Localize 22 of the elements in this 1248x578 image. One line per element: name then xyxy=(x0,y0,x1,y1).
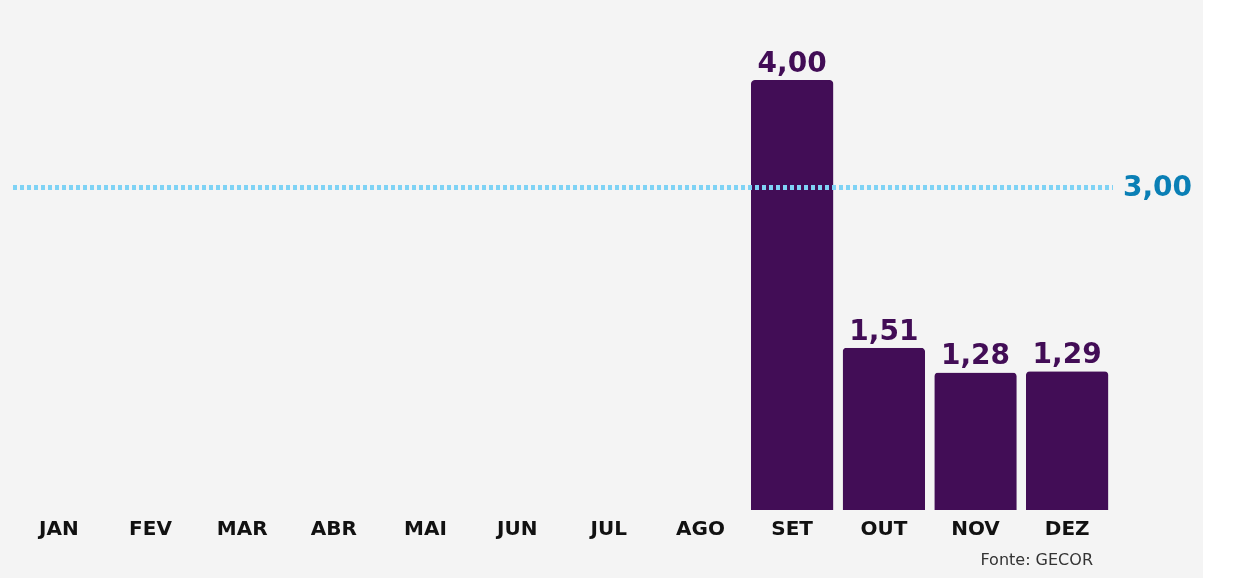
x-tick-label: SET xyxy=(771,515,814,540)
x-tick-label: MAI xyxy=(404,515,447,540)
data-label: 1,28 xyxy=(940,338,1011,372)
x-tick-label: AGO xyxy=(676,515,725,540)
data-label: 4,00 xyxy=(757,46,827,79)
bar xyxy=(750,80,834,510)
x-tick-label: FEV xyxy=(129,515,173,540)
bar xyxy=(1025,371,1109,510)
x-tick-label: JAN xyxy=(37,515,79,540)
x-tick-label: ABR xyxy=(310,515,357,540)
x-tick-label: NOV xyxy=(951,515,1001,540)
data-label: 1,29 xyxy=(1032,337,1102,371)
x-tick-label: JUL xyxy=(588,515,628,540)
x-tick-label: MAR xyxy=(216,515,268,540)
x-tick-label: DEZ xyxy=(1044,515,1090,540)
data-label: 1,51 xyxy=(849,313,919,347)
source-note: Fonte: GECOR xyxy=(980,550,1093,569)
bar xyxy=(934,372,1017,510)
ref-line-label: 3,00 xyxy=(1123,169,1193,203)
x-tick-label: OUT xyxy=(860,515,908,540)
bar xyxy=(842,347,926,510)
x-tick-label: JUN xyxy=(494,515,538,540)
